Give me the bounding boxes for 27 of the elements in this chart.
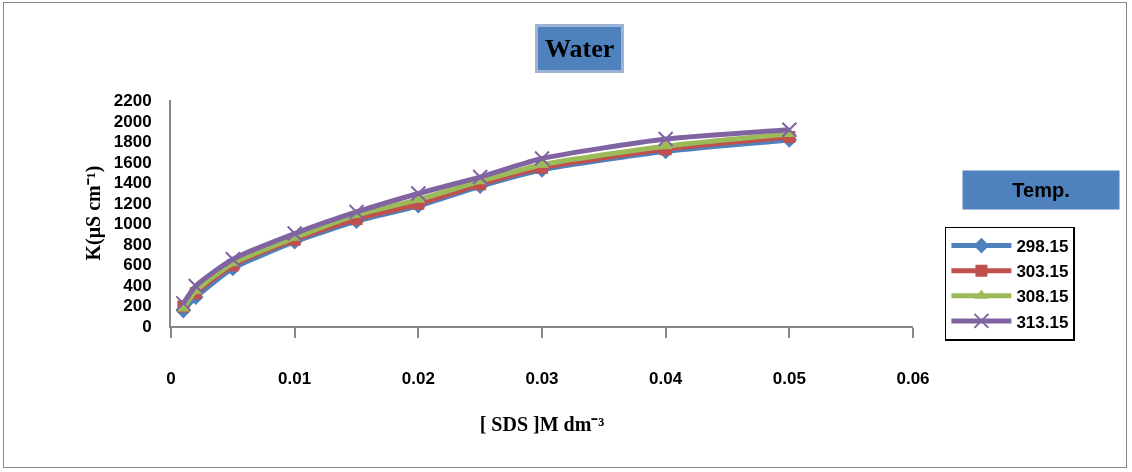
y-tick-label: 800 xyxy=(123,234,152,254)
y-tick-label: 0 xyxy=(142,316,152,336)
x-tick-label: 0.06 xyxy=(896,369,930,389)
y-tick-label: 2000 xyxy=(113,111,152,131)
x-tick-label: 0.05 xyxy=(772,369,806,389)
chart-title: Water xyxy=(545,34,615,63)
y-axis-title: K(μS cm⁻¹) xyxy=(81,165,105,261)
y-tick-label: 400 xyxy=(123,275,152,295)
y-tick-label: 1000 xyxy=(113,214,152,234)
legend-label: 303.15 xyxy=(1016,262,1069,282)
x-tick-label: 0.02 xyxy=(401,369,435,389)
x-tick-label: 0.03 xyxy=(525,369,559,389)
legend-label: 308.15 xyxy=(1016,287,1069,307)
y-tick-label: 200 xyxy=(123,296,152,316)
x-tick-label: 0 xyxy=(166,369,176,389)
x-tick-label: 0.04 xyxy=(649,369,683,389)
legend-label: 298.15 xyxy=(1016,237,1069,257)
y-tick-label: 1800 xyxy=(113,132,152,152)
x-axis-title: [ SDS ]M dm⁻³ xyxy=(479,413,605,436)
legend-title: Temp. xyxy=(1012,179,1070,201)
y-tick-label: 600 xyxy=(123,255,152,275)
y-tick-label: 1600 xyxy=(113,152,152,172)
y-tick-label: 1400 xyxy=(113,173,152,193)
x-tick-label: 0.01 xyxy=(278,369,312,389)
y-tick-label: 2200 xyxy=(113,90,152,110)
y-tick-label: 1200 xyxy=(113,193,152,213)
legend-label: 313.15 xyxy=(1016,312,1069,332)
